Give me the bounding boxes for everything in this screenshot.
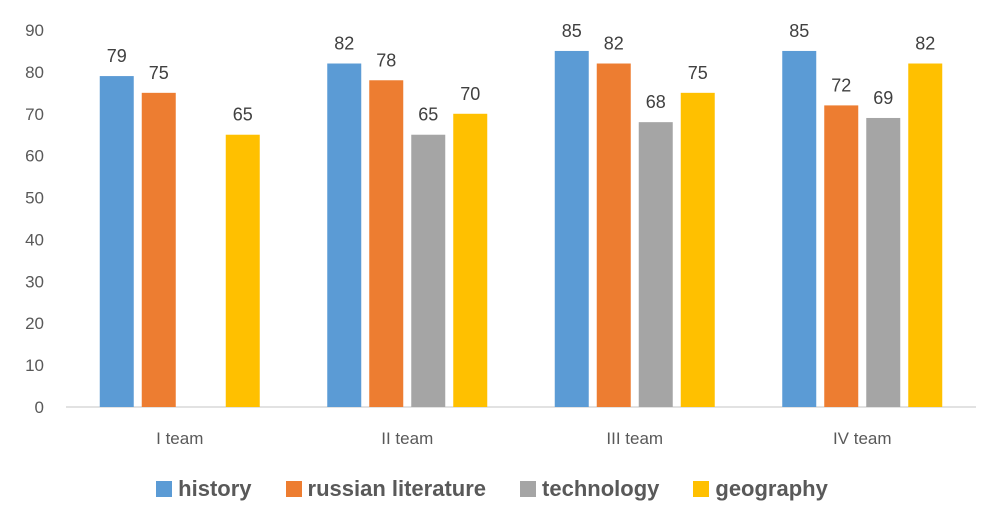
- legend-item-history: history: [156, 476, 252, 502]
- data-label: 78: [376, 50, 396, 70]
- x-category-label: III team: [606, 429, 663, 448]
- data-label: 69: [873, 88, 893, 108]
- bar-technology-4: [866, 117, 901, 407]
- bar-russian-literature-3: [596, 63, 631, 408]
- data-label: 85: [562, 21, 582, 41]
- bar-russian-literature-4: [824, 105, 859, 408]
- legend-item-russian-literature: russian literature: [285, 476, 487, 502]
- bar-geography-2: [453, 113, 488, 408]
- data-label: 75: [149, 63, 169, 83]
- y-tick-label: 70: [25, 105, 44, 124]
- x-category-label: IV team: [833, 429, 892, 448]
- legend-swatch: [693, 481, 710, 497]
- bar-russian-literature-2: [369, 80, 404, 408]
- bar-geography-4: [908, 63, 943, 408]
- data-label: 79: [107, 46, 127, 66]
- y-tick-label: 90: [25, 21, 44, 40]
- bar-technology-3: [638, 122, 673, 408]
- legend-label: geography: [715, 476, 828, 501]
- bar-history-1: [99, 76, 134, 408]
- data-label: 82: [915, 34, 935, 54]
- y-tick-label: 0: [35, 398, 44, 417]
- legend-label: history: [178, 476, 252, 501]
- data-label: 68: [646, 92, 666, 112]
- legend-label: technology: [542, 476, 660, 501]
- y-tick-label: 80: [25, 63, 44, 82]
- bar-russian-literature-1: [141, 92, 176, 407]
- data-label: 75: [688, 63, 708, 83]
- data-labels: 79 75 65 82 78 65 70 85 82 68 75 85 72 69 82: [107, 21, 936, 125]
- bar-geography-1: [225, 134, 260, 407]
- x-category-label: I team: [156, 429, 203, 448]
- legend-swatch: [520, 481, 537, 497]
- y-tick-label: 20: [25, 314, 44, 333]
- category-labels: I team II team III team IV team: [156, 429, 891, 448]
- data-label: 85: [789, 21, 809, 41]
- bar-history-4: [782, 50, 817, 407]
- y-tick-label: 10: [25, 356, 44, 375]
- y-axis-ticks: 0 10 20 30 40 50 60 70 80 90: [25, 21, 44, 417]
- bar-geography-3: [680, 92, 715, 407]
- bar-history-3: [554, 50, 589, 407]
- y-tick-label: 30: [25, 272, 44, 291]
- legend-item-geography: geography: [693, 476, 828, 502]
- data-label: 82: [334, 34, 354, 54]
- legend-swatch: [285, 481, 302, 497]
- bar-technology-2: [411, 134, 446, 407]
- x-category-label: II team: [381, 429, 433, 448]
- legend: history russian literature technology geogr…: [0, 476, 984, 502]
- data-label: 65: [418, 105, 438, 125]
- y-tick-label: 60: [25, 147, 44, 166]
- legend-label: russian literature: [307, 476, 487, 501]
- y-tick-label: 50: [25, 189, 44, 208]
- bar-chart: 0 10 20 30 40 50 60 70 80 90 79 75 65 82 78 65 70 85 82 68…: [25, 21, 976, 448]
- bars: [99, 50, 943, 408]
- legend-item-technology: technology: [520, 476, 659, 502]
- legend-swatch: [156, 481, 173, 497]
- bar-history-2: [327, 63, 362, 408]
- data-label: 70: [460, 84, 480, 104]
- data-label: 72: [831, 75, 851, 95]
- data-label: 82: [604, 34, 624, 54]
- data-label: 65: [233, 105, 253, 125]
- y-tick-label: 40: [25, 230, 44, 249]
